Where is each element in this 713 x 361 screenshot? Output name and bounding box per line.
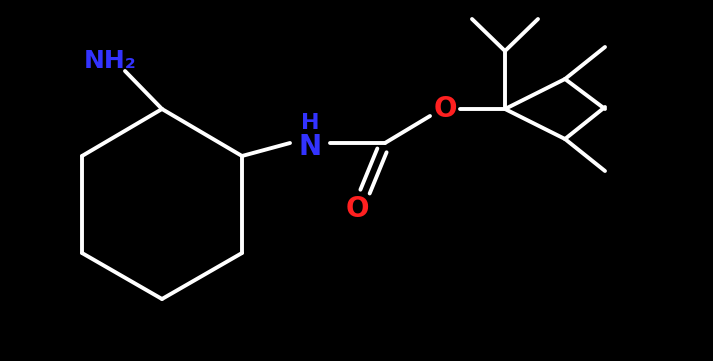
- Text: O: O: [345, 195, 369, 223]
- Text: N: N: [299, 133, 322, 161]
- Text: NH₂: NH₂: [83, 49, 136, 73]
- Text: H: H: [301, 113, 319, 133]
- Text: O: O: [434, 95, 457, 123]
